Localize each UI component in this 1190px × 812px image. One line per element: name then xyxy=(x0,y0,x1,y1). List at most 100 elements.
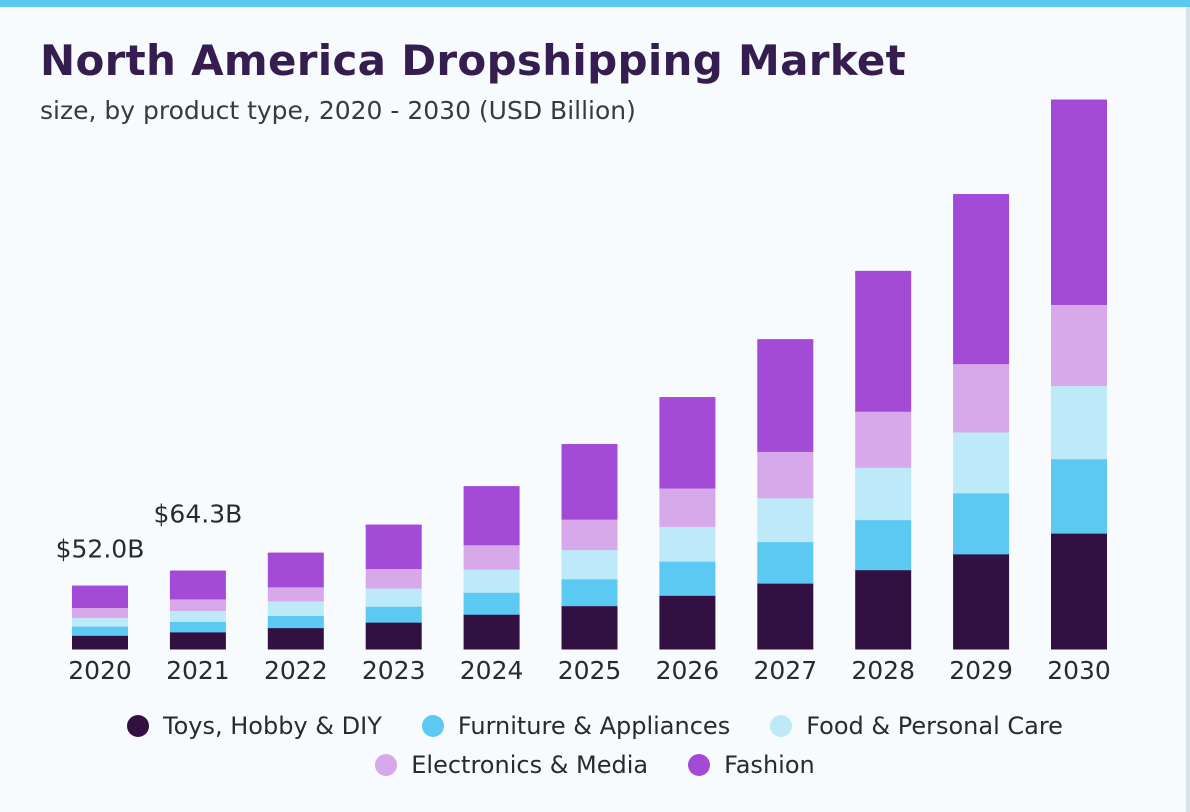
bar-segment-2024-s4 xyxy=(463,486,520,546)
bar-segment-2020-s3 xyxy=(72,607,128,618)
legend-swatch-electronics xyxy=(375,754,398,776)
bar-segment-2028-s2 xyxy=(855,467,912,521)
bar-segment-2022-s0 xyxy=(267,627,324,650)
bar-segment-2029-s4 xyxy=(953,194,1010,365)
bar-segment-2027-s1 xyxy=(757,541,814,584)
bar-segment-2023-s4 xyxy=(365,524,422,570)
x-tick-2023: 2023 xyxy=(362,656,426,685)
x-tick-2020: 2020 xyxy=(68,656,132,685)
legend-row-2: Electronics & Media Fashion xyxy=(0,751,1190,779)
bar-cap-2021 xyxy=(169,570,226,575)
bar-cap-2020 xyxy=(72,585,128,590)
bar-segment-2023-s0 xyxy=(365,622,422,650)
bar-segment-2027-s3 xyxy=(757,451,814,499)
bar-cap-2026 xyxy=(659,397,716,402)
legend-swatch-furniture xyxy=(421,715,444,737)
x-tick-2025: 2025 xyxy=(558,656,622,685)
bar-segment-2024-s1 xyxy=(463,592,520,615)
bar-segment-2024-s3 xyxy=(463,544,520,570)
total-label-2021: $64.3B xyxy=(154,500,243,529)
legend-label-electronics: Electronics & Media xyxy=(411,751,649,779)
bar-segment-2025-s3 xyxy=(561,519,618,551)
bar-segment-2029-s3 xyxy=(953,363,1010,433)
bar-segment-2026-s0 xyxy=(659,595,716,650)
x-tick-2028: 2028 xyxy=(851,656,915,685)
bar-segment-2025-s4 xyxy=(561,444,618,520)
bar-cap-2023 xyxy=(365,524,422,529)
legend-item-food: Food & Personal Care xyxy=(770,712,1063,740)
bar-segment-2027-s2 xyxy=(757,497,814,543)
bar-segment-2028-s1 xyxy=(855,519,912,571)
bar-segment-2026-s3 xyxy=(659,488,716,527)
bar-segment-2026-s2 xyxy=(659,526,716,562)
bar-segment-2020-s2 xyxy=(72,617,128,627)
legend-item-electronics: Electronics & Media xyxy=(375,751,648,779)
x-tick-2026: 2026 xyxy=(656,656,720,685)
bar-segment-2029-s1 xyxy=(953,492,1010,555)
bar-segment-2028-s0 xyxy=(855,569,912,650)
bar-segment-2030-s1 xyxy=(1051,458,1107,534)
bar-segment-2025-s2 xyxy=(561,549,618,580)
bar-segment-2029-s2 xyxy=(953,431,1010,494)
bar-segment-2022-s4 xyxy=(267,552,324,588)
legend-swatch-toys xyxy=(127,715,150,737)
total-label-2020: $52.0B xyxy=(56,535,145,564)
legend-label-food: Food & Personal Care xyxy=(806,712,1063,740)
bar-segment-2026-s1 xyxy=(659,561,716,596)
bar-cap-2025 xyxy=(561,444,618,449)
bar-segment-2021-s1 xyxy=(169,621,226,633)
legend-item-furniture: Furniture & Appliances xyxy=(421,712,731,740)
bar-cap-2030 xyxy=(1051,99,1107,104)
x-tick-2030: 2030 xyxy=(1047,656,1111,685)
bar-segment-2023-s1 xyxy=(365,606,422,623)
bar-segment-2021-s0 xyxy=(169,631,226,650)
bar-segment-2021-s2 xyxy=(169,610,226,622)
bar-segment-2030-s4 xyxy=(1051,99,1107,305)
bar-segment-2029-s0 xyxy=(953,553,1010,650)
bar-segment-2023-s3 xyxy=(365,568,422,589)
bar-segment-2021-s3 xyxy=(169,598,226,611)
x-tick-2029: 2029 xyxy=(949,656,1013,685)
legend-row-1: Toys, Hobby & DIY Furniture & Appliances… xyxy=(0,712,1190,740)
x-tick-2027: 2027 xyxy=(753,656,817,685)
chart-subtitle: size, by product type, 2020 - 2030 (USD … xyxy=(40,96,636,125)
bar-segment-2027-s4 xyxy=(757,339,814,452)
x-tick-2022: 2022 xyxy=(264,656,328,685)
legend-item-toys: Toys, Hobby & DIY xyxy=(127,712,382,740)
bar-segment-2030-s3 xyxy=(1051,304,1107,387)
bar-segment-2022-s1 xyxy=(267,615,324,629)
bar-segment-2022-s3 xyxy=(267,586,324,602)
x-tick-2021: 2021 xyxy=(166,656,230,685)
legend-label-fashion: Fashion xyxy=(724,751,815,779)
legend-item-fashion: Fashion xyxy=(688,751,815,779)
legend-swatch-food xyxy=(770,715,793,737)
top-accent-bar xyxy=(0,0,1190,7)
bar-segment-2027-s0 xyxy=(757,583,814,650)
bar-segment-2026-s4 xyxy=(659,397,716,489)
bar-cap-2027 xyxy=(757,339,814,344)
bar-cap-2028 xyxy=(855,270,912,275)
bar-segment-2028-s4 xyxy=(855,270,912,412)
bar-cap-2022 xyxy=(267,552,324,557)
x-tick-2024: 2024 xyxy=(460,656,524,685)
legend-label-furniture: Furniture & Appliances xyxy=(457,712,731,740)
legend-swatch-fashion xyxy=(688,754,711,776)
bar-segment-2024-s2 xyxy=(463,569,520,593)
bar-segment-2024-s0 xyxy=(463,614,520,650)
bar-segment-2020-s1 xyxy=(72,626,128,636)
bar-segment-2020-s4 xyxy=(72,585,128,609)
bar-segment-2030-s0 xyxy=(1051,533,1107,650)
bar-segment-2020-s0 xyxy=(72,635,128,650)
bar-segment-2025-s1 xyxy=(561,578,618,607)
bar-segment-2028-s3 xyxy=(855,411,912,468)
bar-cap-2024 xyxy=(463,486,520,491)
legend-label-toys: Toys, Hobby & DIY xyxy=(163,712,382,740)
chart-title: North America Dropshipping Market xyxy=(40,36,907,85)
bar-segment-2025-s0 xyxy=(561,605,618,650)
bar-segment-2021-s4 xyxy=(169,570,226,600)
bar-segment-2023-s2 xyxy=(365,588,422,607)
bar-cap-2029 xyxy=(953,194,1010,199)
bar-segment-2030-s2 xyxy=(1051,385,1107,460)
bar-segment-2022-s2 xyxy=(267,600,324,616)
